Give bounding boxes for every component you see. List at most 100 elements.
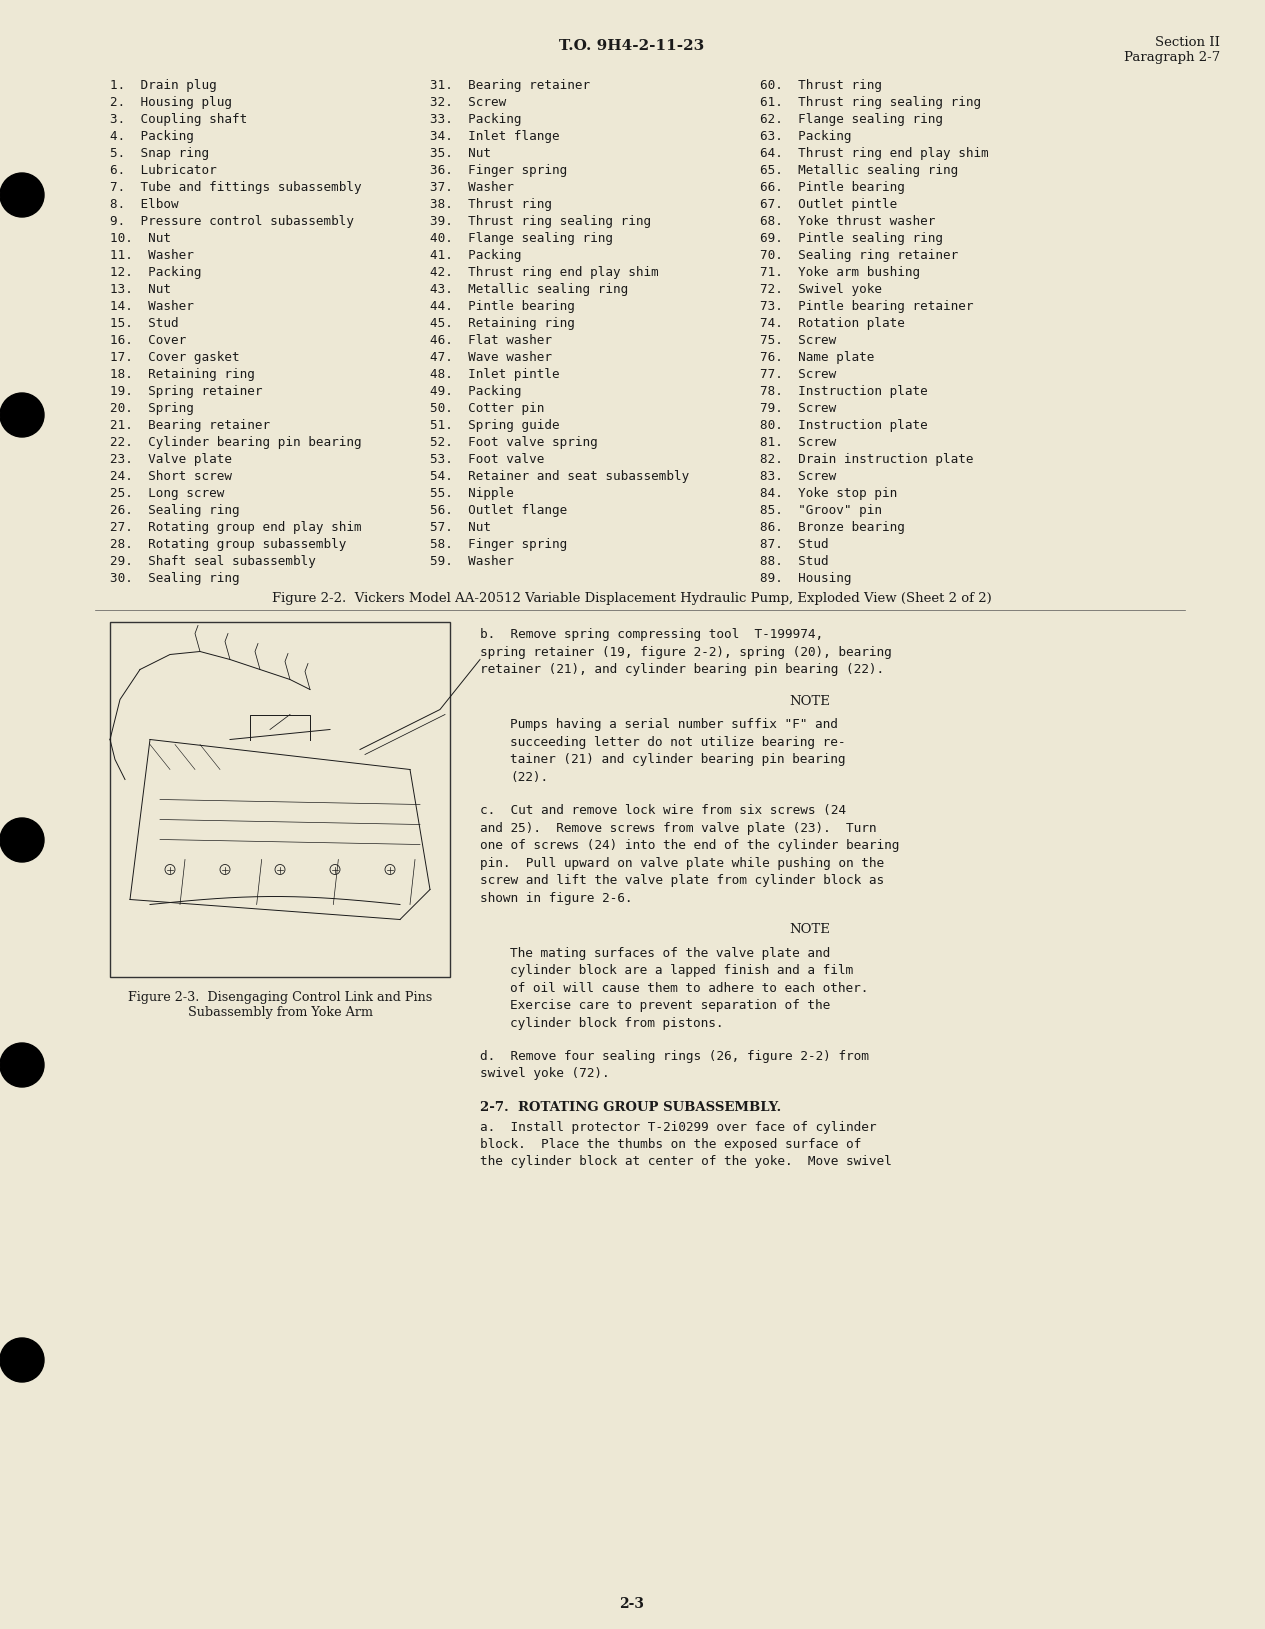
Text: 30.  Sealing ring: 30. Sealing ring: [110, 572, 239, 585]
Text: 63.  Packing: 63. Packing: [760, 130, 851, 143]
Text: spring retainer (19, figure 2-2), spring (20), bearing: spring retainer (19, figure 2-2), spring…: [479, 645, 892, 658]
Text: 69.  Pintle sealing ring: 69. Pintle sealing ring: [760, 231, 942, 244]
Text: 29.  Shaft seal subassembly: 29. Shaft seal subassembly: [110, 555, 316, 569]
Text: 20.  Spring: 20. Spring: [110, 402, 194, 415]
Text: Paragraph 2-7: Paragraph 2-7: [1123, 50, 1219, 64]
Text: 8.  Elbow: 8. Elbow: [110, 199, 178, 212]
Text: 36.  Finger spring: 36. Finger spring: [430, 165, 567, 178]
Text: 78.  Instruction plate: 78. Instruction plate: [760, 384, 927, 397]
Text: 14.  Washer: 14. Washer: [110, 300, 194, 313]
Text: 11.  Washer: 11. Washer: [110, 249, 194, 262]
Text: 87.  Stud: 87. Stud: [760, 538, 829, 551]
Text: 83.  Screw: 83. Screw: [760, 471, 836, 484]
Text: 9.  Pressure control subassembly: 9. Pressure control subassembly: [110, 215, 354, 228]
Text: 6.  Lubricator: 6. Lubricator: [110, 165, 216, 178]
Text: 38.  Thrust ring: 38. Thrust ring: [430, 199, 552, 212]
Text: one of screws (24) into the end of the cylinder bearing: one of screws (24) into the end of the c…: [479, 839, 899, 852]
Text: 53.  Foot valve: 53. Foot valve: [430, 453, 544, 466]
Text: Figure 2-2.  Vickers Model AA-20512 Variable Displacement Hydraulic Pump, Explod: Figure 2-2. Vickers Model AA-20512 Varia…: [272, 591, 992, 604]
Text: 21.  Bearing retainer: 21. Bearing retainer: [110, 419, 271, 432]
Text: 25.  Long screw: 25. Long screw: [110, 487, 224, 500]
Text: d.  Remove four sealing rings (26, figure 2-2) from: d. Remove four sealing rings (26, figure…: [479, 1051, 869, 1064]
Text: 80.  Instruction plate: 80. Instruction plate: [760, 419, 927, 432]
Circle shape: [0, 393, 44, 437]
Text: T.O. 9H4-2-11-23: T.O. 9H4-2-11-23: [559, 39, 705, 54]
Text: 24.  Short screw: 24. Short screw: [110, 471, 231, 484]
Text: 79.  Screw: 79. Screw: [760, 402, 836, 415]
Circle shape: [0, 818, 44, 862]
Text: screw and lift the valve plate from cylinder block as: screw and lift the valve plate from cyli…: [479, 875, 884, 888]
Text: NOTE: NOTE: [789, 694, 830, 707]
Text: 27.  Rotating group end play shim: 27. Rotating group end play shim: [110, 521, 362, 534]
Text: 62.  Flange sealing ring: 62. Flange sealing ring: [760, 112, 942, 125]
Text: block.  Place the thumbs on the exposed surface of: block. Place the thumbs on the exposed s…: [479, 1139, 861, 1152]
Text: 65.  Metallic sealing ring: 65. Metallic sealing ring: [760, 165, 959, 178]
Text: 49.  Packing: 49. Packing: [430, 384, 521, 397]
Text: 68.  Yoke thrust washer: 68. Yoke thrust washer: [760, 215, 935, 228]
Text: 70.  Sealing ring retainer: 70. Sealing ring retainer: [760, 249, 959, 262]
Text: 67.  Outlet pintle: 67. Outlet pintle: [760, 199, 897, 212]
Text: 77.  Screw: 77. Screw: [760, 368, 836, 381]
Text: 75.  Screw: 75. Screw: [760, 334, 836, 347]
Text: 1.  Drain plug: 1. Drain plug: [110, 78, 216, 91]
Text: NOTE: NOTE: [789, 924, 830, 937]
Text: succeeding letter do not utilize bearing re-: succeeding letter do not utilize bearing…: [510, 736, 845, 748]
Text: the cylinder block at center of the yoke.  Move swivel: the cylinder block at center of the yoke…: [479, 1155, 892, 1168]
Text: 3.  Coupling shaft: 3. Coupling shaft: [110, 112, 247, 125]
Text: 33.  Packing: 33. Packing: [430, 112, 521, 125]
Text: 43.  Metallic sealing ring: 43. Metallic sealing ring: [430, 283, 629, 296]
Text: 45.  Retaining ring: 45. Retaining ring: [430, 318, 574, 331]
Text: 4.  Packing: 4. Packing: [110, 130, 194, 143]
Text: 5.  Snap ring: 5. Snap ring: [110, 147, 209, 160]
Text: 86.  Bronze bearing: 86. Bronze bearing: [760, 521, 904, 534]
Text: 13.  Nut: 13. Nut: [110, 283, 171, 296]
Text: Pumps having a serial number suffix "F" and: Pumps having a serial number suffix "F" …: [510, 718, 837, 731]
Text: 2.  Housing plug: 2. Housing plug: [110, 96, 231, 109]
Text: 47.  Wave washer: 47. Wave washer: [430, 350, 552, 363]
Text: retainer (21), and cylinder bearing pin bearing (22).: retainer (21), and cylinder bearing pin …: [479, 663, 884, 676]
Text: of oil will cause them to adhere to each other.: of oil will cause them to adhere to each…: [510, 982, 868, 994]
Text: 28.  Rotating group subassembly: 28. Rotating group subassembly: [110, 538, 347, 551]
Circle shape: [0, 1337, 44, 1381]
Text: 39.  Thrust ring sealing ring: 39. Thrust ring sealing ring: [430, 215, 651, 228]
Text: 32.  Screw: 32. Screw: [430, 96, 506, 109]
Text: 22.  Cylinder bearing pin bearing: 22. Cylinder bearing pin bearing: [110, 437, 362, 450]
Text: 55.  Nipple: 55. Nipple: [430, 487, 514, 500]
Text: 66.  Pintle bearing: 66. Pintle bearing: [760, 181, 904, 194]
Text: 60.  Thrust ring: 60. Thrust ring: [760, 78, 882, 91]
Text: 84.  Yoke stop pin: 84. Yoke stop pin: [760, 487, 897, 500]
Circle shape: [0, 173, 44, 217]
Text: 58.  Finger spring: 58. Finger spring: [430, 538, 567, 551]
Text: 10.  Nut: 10. Nut: [110, 231, 171, 244]
Circle shape: [0, 1043, 44, 1087]
Text: 82.  Drain instruction plate: 82. Drain instruction plate: [760, 453, 974, 466]
Text: 34.  Inlet flange: 34. Inlet flange: [430, 130, 559, 143]
Text: The mating surfaces of the valve plate and: The mating surfaces of the valve plate a…: [510, 946, 830, 959]
Text: 73.  Pintle bearing retainer: 73. Pintle bearing retainer: [760, 300, 974, 313]
Text: cylinder block are a lapped finish and a film: cylinder block are a lapped finish and a…: [510, 964, 853, 977]
Text: 52.  Foot valve spring: 52. Foot valve spring: [430, 437, 598, 450]
Text: 19.  Spring retainer: 19. Spring retainer: [110, 384, 263, 397]
FancyBboxPatch shape: [110, 622, 450, 977]
Text: 37.  Washer: 37. Washer: [430, 181, 514, 194]
Text: swivel yoke (72).: swivel yoke (72).: [479, 1067, 610, 1080]
Text: (22).: (22).: [510, 771, 548, 784]
Text: 81.  Screw: 81. Screw: [760, 437, 836, 450]
Text: 18.  Retaining ring: 18. Retaining ring: [110, 368, 254, 381]
Text: 42.  Thrust ring end play shim: 42. Thrust ring end play shim: [430, 266, 659, 279]
Text: 64.  Thrust ring end play shim: 64. Thrust ring end play shim: [760, 147, 989, 160]
Text: 41.  Packing: 41. Packing: [430, 249, 521, 262]
Text: 40.  Flange sealing ring: 40. Flange sealing ring: [430, 231, 614, 244]
Text: 72.  Swivel yoke: 72. Swivel yoke: [760, 283, 882, 296]
Text: 85.  "Groov" pin: 85. "Groov" pin: [760, 503, 882, 516]
Text: tainer (21) and cylinder bearing pin bearing: tainer (21) and cylinder bearing pin bea…: [510, 753, 845, 766]
Text: 17.  Cover gasket: 17. Cover gasket: [110, 350, 239, 363]
Text: Section II: Section II: [1155, 36, 1219, 49]
Text: 26.  Sealing ring: 26. Sealing ring: [110, 503, 239, 516]
Text: 50.  Cotter pin: 50. Cotter pin: [430, 402, 544, 415]
Text: 89.  Housing: 89. Housing: [760, 572, 851, 585]
Text: 46.  Flat washer: 46. Flat washer: [430, 334, 552, 347]
Text: Subassembly from Yoke Arm: Subassembly from Yoke Arm: [187, 1007, 372, 1020]
Text: 15.  Stud: 15. Stud: [110, 318, 178, 331]
Text: 76.  Name plate: 76. Name plate: [760, 350, 874, 363]
